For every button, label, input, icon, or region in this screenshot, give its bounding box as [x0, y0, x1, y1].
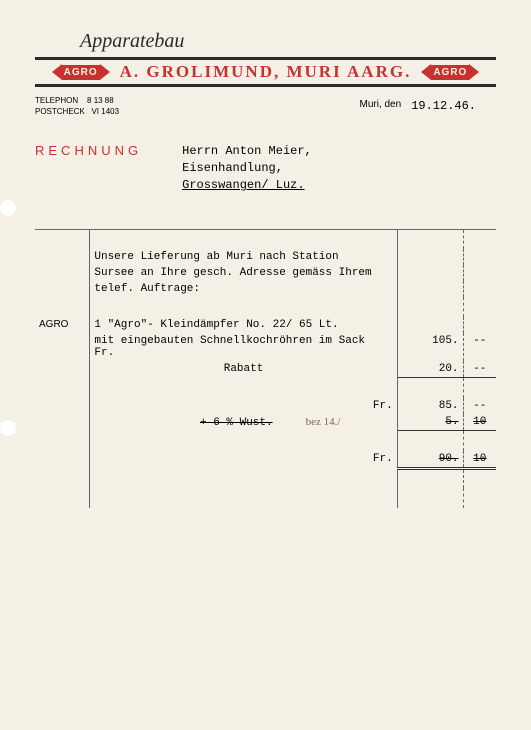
currency: Fr.	[94, 347, 114, 359]
header-rule-top	[35, 57, 496, 60]
intro-line2: Sursee an Ihre gesch. Adresse gemäss Ihr…	[90, 265, 397, 281]
company-name: A. GROLIMUND, MURI AARG.	[120, 62, 412, 82]
handwritten-note: bez 14./	[306, 416, 341, 428]
addressee-line1: Herrn Anton Meier,	[182, 143, 312, 160]
subtotal: 85.	[397, 398, 463, 414]
price1: 105.	[397, 333, 463, 361]
postcheck-label: POSTCHECK	[35, 107, 85, 116]
rabatt-cents: --	[463, 361, 496, 378]
invoice-table-container: Unsere Lieferung ab Muri nach Station Su…	[35, 229, 496, 509]
item-line: 1 "Agro"- Kleindämpfer No. 22/ 65 Lt.	[90, 317, 397, 333]
invoice-header-row: RECHNUNG Herrn Anton Meier, Eisenhandlun…	[35, 143, 496, 193]
total: 90.	[397, 451, 463, 469]
date-location: Muri, den	[360, 99, 402, 113]
header-rule-bottom	[35, 84, 496, 87]
telephon-value: 8 13 88	[87, 96, 114, 105]
addressee-line3: Grosswangen/ Luz.	[182, 177, 312, 194]
addressee-block: Herrn Anton Meier, Eisenhandlung, Grossw…	[182, 143, 312, 193]
wust-label: + 6 % Wust.	[200, 417, 273, 429]
invoice-title: RECHNUNG	[35, 143, 142, 193]
agro-logo-left: AGRO	[52, 64, 110, 80]
invoice-table: Unsere Lieferung ab Muri nach Station Su…	[35, 229, 496, 509]
rabatt-label: Rabatt	[90, 361, 397, 378]
cents1: --	[463, 333, 496, 361]
subtotal-cents: --	[463, 398, 496, 414]
side-label: AGRO	[35, 317, 90, 333]
postcheck-value: VI 1403	[91, 107, 119, 116]
intro-line3: telef. Auftrage:	[90, 281, 397, 297]
wust-cents: 10	[463, 414, 496, 431]
item-detail: mit eingebauten Schnellkochröhren im Sac…	[94, 335, 365, 347]
header-script-title: Apparatebau	[80, 30, 496, 53]
intro-line1: Unsere Lieferung ab Muri nach Station	[90, 249, 397, 265]
date-value: 19.12.46.	[411, 99, 476, 113]
telephon-label: TELEPHON	[35, 96, 78, 105]
total-cents: 10	[463, 451, 496, 469]
company-header-row: AGRO A. GROLIMUND, MURI AARG. AGRO	[35, 62, 496, 82]
agro-logo-right: AGRO	[421, 64, 479, 80]
wust-value: 5.	[397, 414, 463, 431]
currency-total: Fr.	[373, 453, 393, 465]
currency-subtotal: Fr.	[373, 400, 393, 412]
rabatt-value: 20.	[397, 361, 463, 378]
addressee-line2: Eisenhandlung,	[182, 160, 312, 177]
